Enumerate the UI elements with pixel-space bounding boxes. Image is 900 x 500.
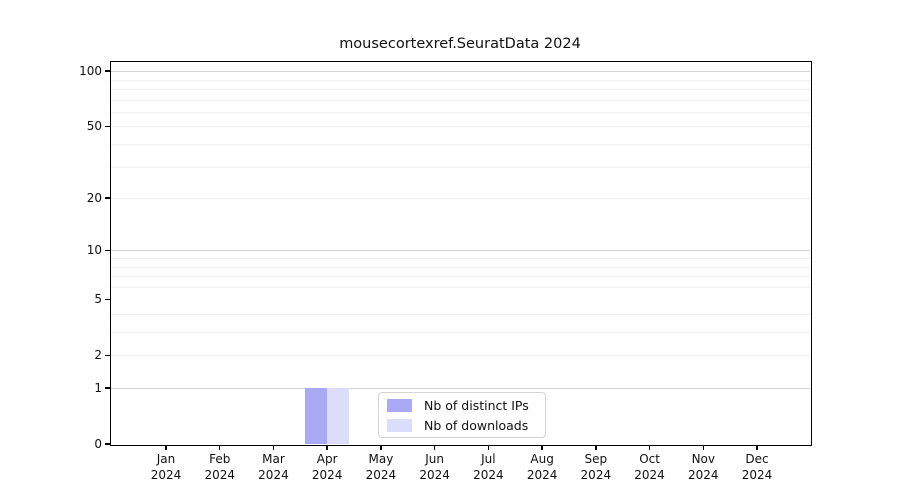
bar-downloads-apr (327, 388, 350, 444)
x-tick-mark (433, 445, 436, 450)
y-tick-mark (105, 197, 110, 199)
legend: Nb of distinct IPs Nb of downloads (378, 392, 546, 438)
y-tick-mark (105, 443, 110, 445)
legend-swatch-downloads (387, 418, 412, 432)
legend-item-downloads: Nb of downloads (387, 418, 537, 433)
y-tick-mark (105, 354, 110, 356)
chart-title: mousecortexref.SeuratData 2024 (339, 36, 581, 52)
minor-gridline (110, 89, 810, 91)
y-tick-label: 20 (86, 191, 102, 206)
minor-gridline (110, 355, 810, 357)
x-tick-mark (219, 445, 221, 450)
x-tick-mark (380, 445, 382, 450)
y-tick-mark (105, 125, 110, 128)
minor-gridline (110, 276, 810, 278)
minor-gridline (110, 286, 810, 288)
minor-gridline (110, 79, 810, 81)
x-tick-label: Sep 2024 (580, 452, 612, 482)
legend-label-distinct-ips: Nb of distinct IPs (424, 397, 529, 413)
major-gridline (110, 250, 810, 252)
minor-gridline (110, 258, 810, 259)
x-tick-label: May 2024 (365, 452, 397, 482)
x-tick-mark (541, 445, 543, 450)
legend-label-downloads: Nb of downloads (424, 417, 529, 433)
x-tick-mark (326, 445, 328, 450)
minor-gridline (110, 126, 810, 128)
minor-gridline (110, 144, 810, 146)
x-tick-mark (756, 445, 758, 450)
minor-gridline (110, 99, 810, 101)
x-tick-label: Dec 2024 (741, 452, 773, 482)
x-tick-label: Jan 2024 (150, 452, 182, 482)
x-tick-label: Feb 2024 (204, 452, 235, 482)
minor-gridline (110, 313, 810, 315)
x-tick-label: Jun 2024 (419, 452, 450, 482)
minor-gridline (110, 111, 810, 113)
minor-gridline (110, 198, 810, 200)
x-tick-mark (272, 445, 275, 450)
x-tick-label: Mar 2024 (258, 452, 289, 482)
y-tick-label: 0 (94, 437, 102, 451)
minor-gridline (110, 266, 810, 268)
y-tick-label: 100 (79, 64, 102, 79)
minor-gridline (110, 166, 810, 168)
y-tick-label: 10 (86, 243, 102, 258)
x-tick-label: Jul 2024 (473, 452, 504, 482)
x-tick-mark (702, 445, 704, 450)
y-tick-label: 1 (94, 381, 102, 395)
legend-item-distinct-ips: Nb of distinct IPs (387, 398, 537, 413)
x-tick-mark (595, 445, 597, 450)
y-tick-mark (105, 387, 110, 389)
major-gridline (110, 71, 810, 73)
x-tick-label: Apr 2024 (311, 452, 343, 482)
y-tick-mark (105, 249, 110, 251)
y-tick-label: 5 (94, 292, 102, 307)
legend-swatch-distinct-ips (387, 398, 412, 412)
y-tick-label: 2 (94, 348, 102, 363)
x-tick-mark (165, 445, 167, 450)
x-tick-label: Oct 2024 (634, 452, 665, 482)
x-tick-mark (648, 445, 651, 450)
y-tick-mark (105, 298, 110, 300)
y-tick-label: 50 (86, 119, 102, 134)
x-tick-label: Aug 2024 (526, 452, 558, 482)
x-tick-mark (487, 445, 490, 450)
bar-distinct-ips-apr (305, 388, 328, 444)
x-tick-label: Nov 2024 (688, 452, 719, 482)
major-gridline (110, 388, 810, 389)
minor-gridline (110, 332, 810, 334)
y-tick-mark (105, 70, 110, 72)
